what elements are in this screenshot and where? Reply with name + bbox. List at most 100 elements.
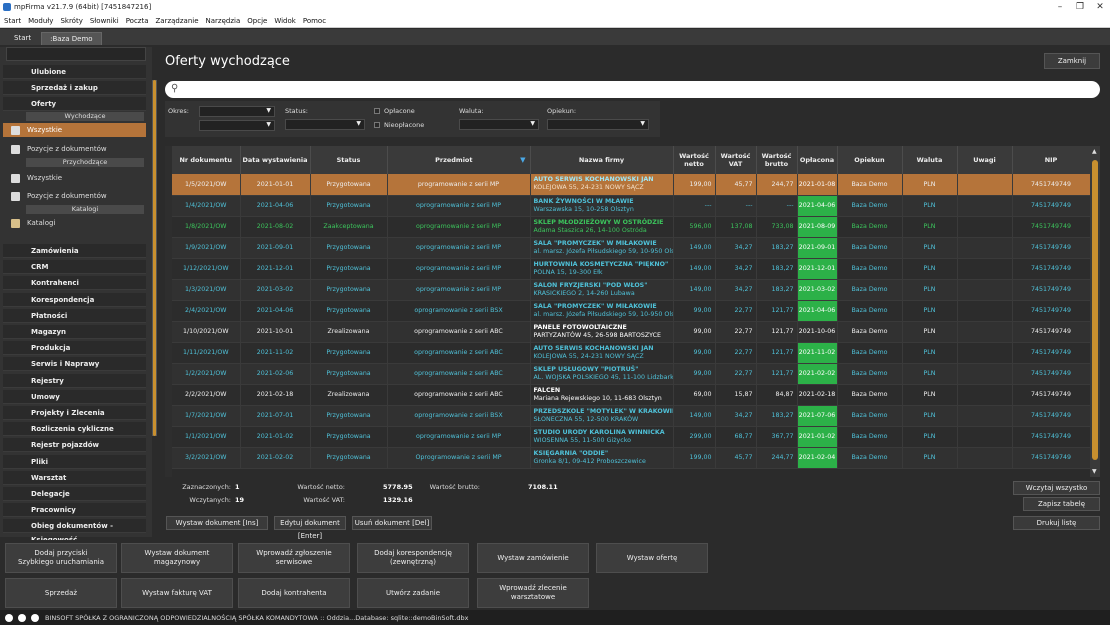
table-row[interactable]: 1/11/2021/OW 2021-11-02 Przygotowana oprogr…: [172, 342, 1090, 364]
issue-vat-invoice-button[interactable]: Wystaw fakturę VAT: [121, 578, 233, 608]
sidebar-item-warsztat[interactable]: Warsztat: [3, 470, 146, 485]
sidebar-item-produkcja[interactable]: Produkcja: [3, 341, 146, 356]
sidebar-item-projekty-i-zlecenia[interactable]: Projekty i Zlecenia: [3, 406, 146, 420]
workshop-order-button[interactable]: Wprowadź zlecenie warsztatowe: [477, 578, 589, 608]
column-header-status[interactable]: Status: [310, 146, 388, 174]
add-correspondence-button[interactable]: Dodaj korespondencję (zewnętrzną): [357, 543, 469, 573]
sidebar-item-wszystkie-wychodzace[interactable]: Wszystkie: [3, 123, 146, 137]
issue-offer-button[interactable]: Wystaw ofertę: [596, 543, 708, 573]
menu-slowniki[interactable]: Słowniki: [89, 16, 119, 25]
sidebar-item-platnosci[interactable]: Płatności: [3, 308, 146, 323]
print-list-button[interactable]: Drukuj listę: [1013, 516, 1100, 530]
menu-skroty[interactable]: Skróty: [60, 16, 83, 25]
table-row[interactable]: 1/3/2021/OW 2021-03-02 Przygotowana oprogra…: [172, 279, 1090, 301]
sidebar-item-ulubione[interactable]: Ulubione: [3, 65, 146, 79]
sidebar-item-magazyn[interactable]: Magazyn: [3, 325, 146, 339]
sidebar-item-rejestry[interactable]: Rejestry: [3, 373, 146, 388]
opiekun-dropdown[interactable]: ▼: [547, 119, 649, 130]
table-row[interactable]: 2/4/2021/OW 2021-04-06 Przygotowana oprogra…: [172, 300, 1090, 322]
sidebar-scrollbar[interactable]: [152, 80, 157, 436]
menu-narzedzia[interactable]: Narzędzia: [205, 16, 241, 25]
menu-poczta[interactable]: Poczta: [125, 16, 149, 25]
scroll-up-icon[interactable]: ▲: [1092, 148, 1097, 155]
sidebar-item-delegacje[interactable]: Delegacje: [3, 487, 146, 501]
menu-moduly[interactable]: Moduły: [28, 16, 54, 25]
sidebar-item-rejestr-pojazdow[interactable]: Rejestr pojazdów: [3, 438, 146, 453]
sidebar-item-sprzedaz-i-zakup[interactable]: Sprzedaż i zakup: [3, 81, 146, 95]
delete-document-button[interactable]: Usuń dokument [Del]: [352, 516, 432, 530]
column-header-waluta[interactable]: Waluta: [902, 146, 958, 174]
close-button[interactable]: Zamknij: [1044, 53, 1100, 69]
load-all-button[interactable]: Wczytaj wszystko: [1013, 481, 1100, 495]
table-row[interactable]: 1/2/2021/OW 2021-02-06 Przygotowana oprogra…: [172, 363, 1090, 385]
sidebar-item-pracownicy[interactable]: Pracownicy: [3, 503, 146, 518]
sidebar-scroll-thumb[interactable]: [153, 80, 156, 436]
search-input[interactable]: ⚲: [165, 81, 1100, 98]
menu-pomoc[interactable]: Pomoc: [302, 16, 327, 25]
sidebar-item-katalogi[interactable]: Katalogi: [3, 216, 146, 230]
status-dropdown[interactable]: ▼: [285, 119, 365, 130]
save-table-button[interactable]: Zapisz tabelę: [1023, 497, 1100, 511]
sidebar-item-korespondencja[interactable]: Korespondencja: [3, 292, 146, 307]
sidebar-item-umowy[interactable]: Umowy: [3, 389, 146, 404]
table-row[interactable]: 1/1/2021/OW 2021-01-02 Przygotowana oprogra…: [172, 426, 1090, 448]
column-header-uwagi[interactable]: Uwagi: [957, 146, 1013, 174]
issue-warehouse-document-button[interactable]: Wystaw dokument magazynowy: [121, 543, 233, 573]
filter-funnel-icon[interactable]: ▼: [520, 156, 526, 164]
close-window-icon[interactable]: ✕: [1096, 2, 1104, 12]
sidebar-item-crm[interactable]: CRM: [3, 260, 146, 275]
sidebar-item-oferty[interactable]: Oferty: [3, 97, 146, 111]
issue-order-button[interactable]: Wystaw zamówienie: [477, 543, 589, 573]
column-header-nip[interactable]: NIP: [1012, 146, 1090, 174]
sidebar-item-serwis-i-naprawy[interactable]: Serwis i Naprawy: [3, 357, 146, 372]
nieoplacone-checkbox[interactable]: [374, 122, 380, 128]
table-row[interactable]: 1/7/2021/OW 2021-07-01 Przygotowana oprogra…: [172, 405, 1090, 427]
table-scrollbar[interactable]: ▲ ▼: [1090, 146, 1100, 477]
waluta-dropdown[interactable]: ▼: [459, 119, 539, 130]
sidebar-item-pozycje-przychodzace[interactable]: Pozycje z dokumentów: [3, 189, 146, 203]
scroll-down-icon[interactable]: ▼: [1092, 468, 1097, 475]
column-header-wartosc-vat[interactable]: Wartość VAT: [715, 146, 757, 174]
okres-from-dropdown[interactable]: ▼: [199, 106, 275, 117]
sidebar-item-zamowienia[interactable]: Zamówienia: [3, 244, 146, 258]
column-header-wartosc-brutto[interactable]: Wartość brutto: [756, 146, 798, 174]
column-header-nr-dokumentu[interactable]: Nr dokumentu: [172, 146, 241, 174]
menu-widok[interactable]: Widok: [274, 16, 296, 25]
column-header-nazwa-firmy[interactable]: Nazwa firmy: [530, 146, 674, 174]
tab-baza-demo[interactable]: :Baza Demo: [41, 32, 102, 45]
table-scroll-thumb[interactable]: [1092, 160, 1098, 460]
column-header-wartosc-netto[interactable]: Wartość netto: [673, 146, 716, 174]
sidebar-item-rozliczenia-cykliczne[interactable]: Rozliczenia cykliczne: [3, 422, 146, 437]
menu-opcje[interactable]: Opcje: [247, 16, 268, 25]
oplacone-checkbox[interactable]: [374, 108, 380, 114]
maximize-icon[interactable]: ❐: [1075, 2, 1085, 12]
table-row[interactable]: 1/8/2021/OW 2021-08-02 Zaakceptowana oprogr…: [172, 216, 1090, 238]
sidebar-item-pliki[interactable]: Pliki: [3, 454, 146, 469]
sidebar-item-kontrahenci[interactable]: Kontrahenci: [3, 276, 146, 291]
add-quick-buttons-button[interactable]: Dodaj przyciski Szybkiego uruchamiania: [5, 543, 117, 573]
edit-document-button[interactable]: Edytuj dokument [Enter]: [274, 516, 346, 540]
column-header-opiekun[interactable]: Opiekun: [837, 146, 903, 174]
sale-button[interactable]: Sprzedaż: [5, 578, 117, 608]
table-row[interactable]: 1/12/2021/OW 2021-12-01 Przygotowana oprogr…: [172, 258, 1090, 280]
add-contractor-button[interactable]: Dodaj kontrahenta: [238, 578, 350, 608]
sidebar-item-pozycje-wychodzace[interactable]: Pozycje z dokumentów: [3, 142, 146, 156]
sidebar-search-input[interactable]: [6, 47, 146, 61]
column-header-oplacona[interactable]: Opłacona: [797, 146, 838, 174]
table-row[interactable]: 1/5/2021/OW 2021-01-01 Przygotowana program…: [172, 174, 1090, 196]
issue-document-button[interactable]: Wystaw dokument [Ins]: [166, 516, 268, 530]
table-row[interactable]: 3/2/2021/OW 2021-02-02 Przygotowana Oprogra…: [172, 447, 1090, 469]
sidebar-item-wszystkie-przychodzace[interactable]: Wszystkie: [3, 171, 146, 185]
sidebar-item-obieg-dokumentow-ksiegowosc[interactable]: Obieg dokumentów - Księgowość: [3, 519, 146, 544]
okres-to-dropdown[interactable]: ▼: [199, 120, 275, 131]
create-task-button[interactable]: Utwórz zadanie: [357, 578, 469, 608]
table-row[interactable]: 1/9/2021/OW 2021-09-01 Przygotowana oprogra…: [172, 237, 1090, 259]
column-header-data-wystawienia[interactable]: Data wystawienia: [240, 146, 311, 174]
column-header-przedmiot[interactable]: Przedmiot ▼: [387, 146, 531, 174]
tab-start[interactable]: Start: [14, 34, 32, 42]
service-request-button[interactable]: Wprowadź zgłoszenie serwisowe: [238, 543, 350, 573]
table-row[interactable]: 2/2/2021/OW 2021-02-18 Zrealizowana oprogra…: [172, 384, 1090, 406]
menu-zarzadzanie[interactable]: Zarządzanie: [155, 16, 199, 25]
menu-start[interactable]: Start: [4, 16, 22, 25]
minimize-icon[interactable]: –: [1057, 2, 1063, 12]
